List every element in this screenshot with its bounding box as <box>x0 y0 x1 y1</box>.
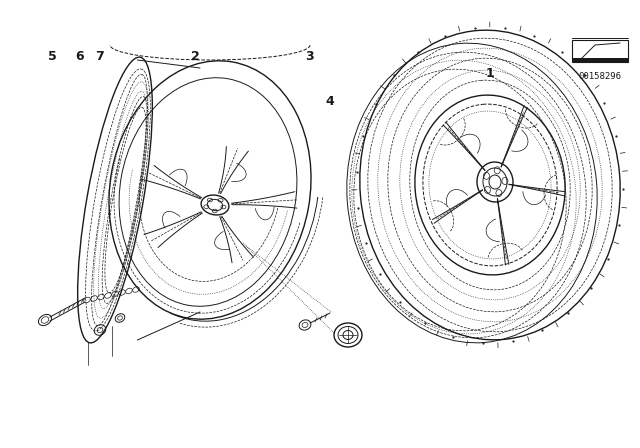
Text: 2: 2 <box>191 50 200 63</box>
Bar <box>572 58 628 62</box>
Bar <box>572 40 628 62</box>
Text: 6: 6 <box>76 50 84 63</box>
Text: 7: 7 <box>95 50 104 63</box>
Text: 4: 4 <box>326 95 334 108</box>
Text: 5: 5 <box>47 50 56 63</box>
Text: 00158296: 00158296 <box>579 72 621 81</box>
Text: 1: 1 <box>486 67 494 80</box>
Text: 3: 3 <box>306 50 314 63</box>
